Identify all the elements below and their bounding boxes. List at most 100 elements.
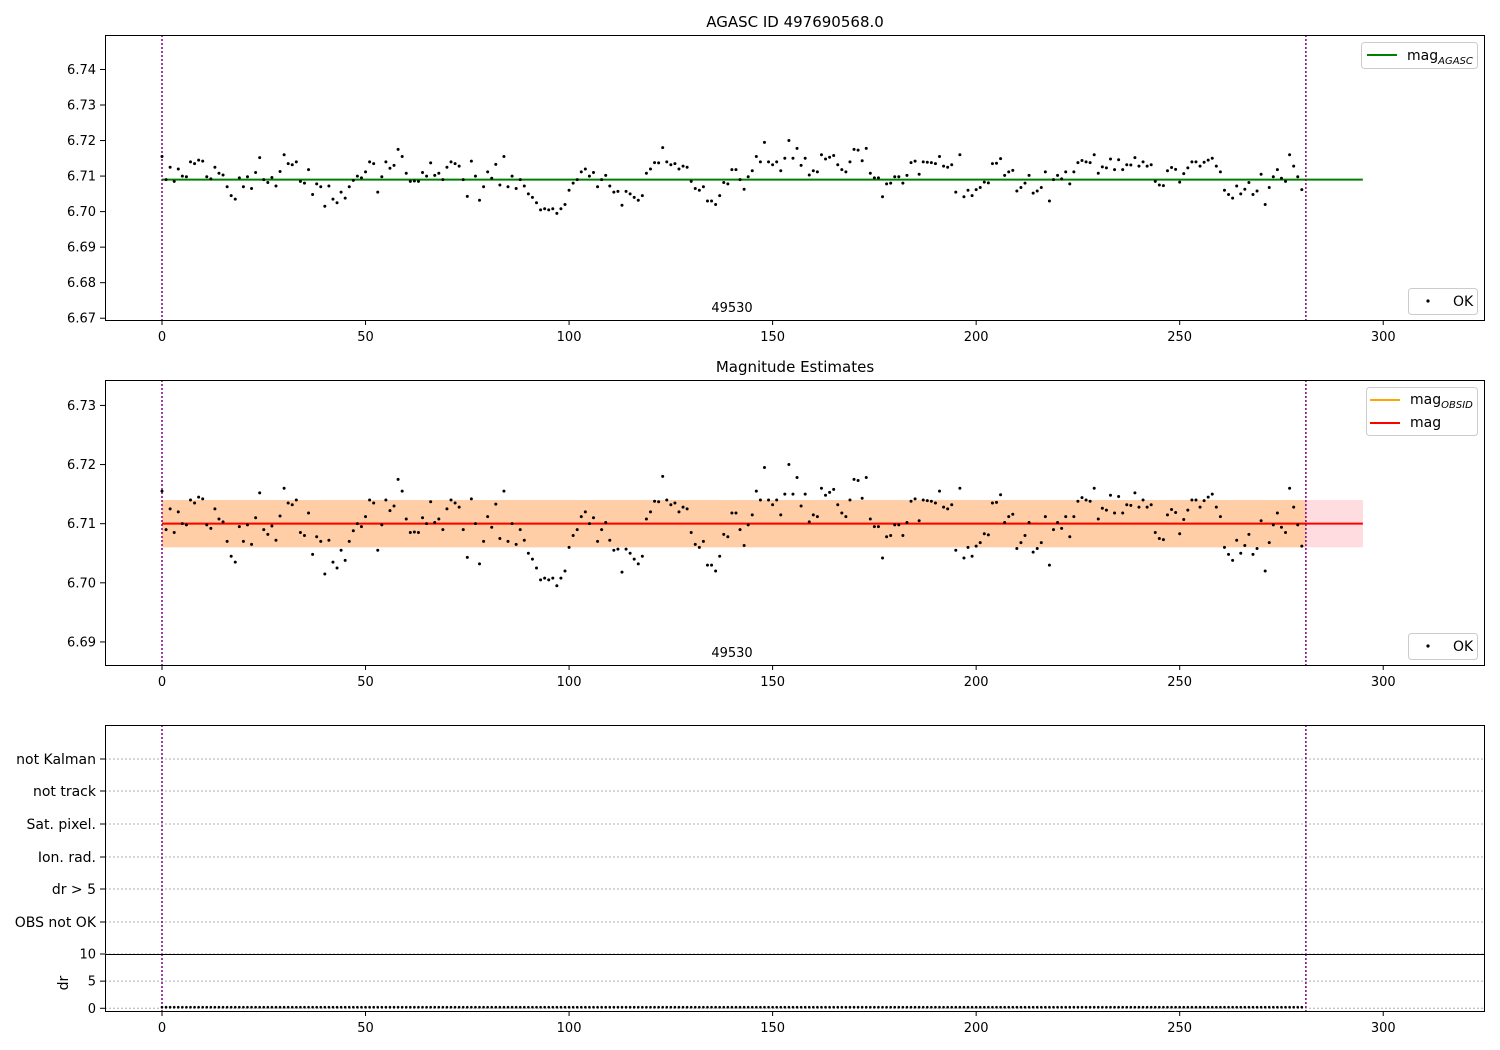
- y-tick-label: 6.72: [67, 458, 96, 473]
- data-point: [164, 178, 168, 182]
- data-point: [490, 176, 494, 180]
- data-point: [807, 520, 811, 524]
- data-point: [604, 173, 608, 177]
- data-point: [986, 181, 990, 185]
- data-point: [551, 576, 555, 580]
- data-point: [205, 175, 209, 179]
- dr-point: [673, 1005, 677, 1009]
- x-tick-label: 200: [964, 675, 989, 690]
- data-point: [449, 498, 453, 502]
- data-point: [913, 159, 917, 163]
- data-point: [221, 520, 225, 524]
- data-point: [1019, 185, 1023, 189]
- data-point: [1235, 538, 1239, 542]
- data-point: [697, 545, 701, 549]
- dr-point: [689, 1005, 693, 1009]
- dr-point: [1267, 1005, 1271, 1009]
- data-point: [978, 185, 982, 189]
- dr-point: [1031, 1005, 1035, 1009]
- data-point: [811, 169, 815, 173]
- data-point: [624, 189, 628, 193]
- dr-point: [897, 1005, 901, 1009]
- data-point: [726, 182, 730, 186]
- data-point: [942, 505, 946, 509]
- data-point: [396, 477, 400, 481]
- dr-point: [1052, 1005, 1055, 1009]
- dr-point: [962, 1005, 966, 1009]
- data-point: [514, 542, 518, 546]
- dr-point: [620, 1005, 624, 1009]
- data-point: [779, 513, 783, 517]
- data-point: [653, 499, 657, 503]
- dr-point: [290, 1005, 294, 1009]
- data-point: [1239, 192, 1243, 196]
- x-tick-label: 250: [1167, 675, 1192, 690]
- dr-point: [409, 1005, 412, 1009]
- data-point: [844, 515, 848, 519]
- data-point: [848, 160, 852, 164]
- dr-point: [400, 1005, 404, 1009]
- data-point: [836, 503, 840, 507]
- data-point: [893, 523, 897, 527]
- data-point: [473, 174, 477, 178]
- data-point: [327, 184, 331, 188]
- data-point: [1174, 510, 1178, 514]
- data-point: [1198, 164, 1202, 168]
- data-point: [661, 146, 665, 150]
- data-point: [999, 157, 1003, 161]
- dr-point: [494, 1005, 498, 1009]
- data-point: [905, 521, 909, 524]
- data-point: [1088, 499, 1092, 503]
- dr-point: [539, 1005, 542, 1009]
- y-tick-label: 6.70: [67, 205, 96, 220]
- data-point: [241, 539, 245, 543]
- x-tick-label: 100: [557, 675, 582, 690]
- data-point: [465, 555, 469, 559]
- dr-point: [917, 1005, 921, 1009]
- data-point: [1056, 521, 1060, 524]
- dr-point: [1023, 1005, 1027, 1009]
- data-point: [290, 503, 294, 507]
- dr-point: [816, 1005, 819, 1009]
- y-tick-label: 6.70: [67, 576, 96, 591]
- dr-point: [1044, 1005, 1047, 1009]
- data-point: [347, 185, 351, 189]
- data-point: [160, 155, 164, 159]
- data-point: [885, 182, 889, 186]
- dr-point: [543, 1005, 546, 1009]
- data-point: [172, 179, 176, 183]
- data-point: [445, 507, 449, 511]
- data-point: [351, 178, 355, 182]
- data-point: [1202, 160, 1206, 164]
- data-point: [168, 507, 172, 511]
- data-point: [1292, 505, 1296, 509]
- x-tick-label: 250: [1167, 1021, 1192, 1036]
- data-point: [974, 188, 978, 192]
- dr-point: [632, 1005, 636, 1009]
- dr-point: [787, 1005, 791, 1009]
- dr-point: [1117, 1005, 1120, 1009]
- data-point: [1141, 498, 1145, 502]
- dr-point: [746, 1005, 750, 1009]
- panel-agasc-obsid-label: 49530: [711, 301, 752, 316]
- data-point: [176, 167, 180, 171]
- data-point: [1198, 505, 1202, 509]
- data-point: [343, 196, 347, 200]
- data-point: [909, 499, 913, 503]
- dr-point: [1064, 1005, 1068, 1009]
- data-point: [669, 163, 673, 167]
- dr-point: [893, 1005, 897, 1009]
- dr-point: [567, 1005, 571, 1009]
- data-point: [1186, 508, 1190, 512]
- data-point: [315, 535, 319, 539]
- dr-point: [518, 1005, 522, 1009]
- data-point: [1076, 161, 1080, 165]
- data-point: [351, 529, 355, 533]
- dr-point: [482, 1005, 485, 1009]
- dr-point: [1088, 1005, 1092, 1009]
- data-point: [644, 171, 648, 175]
- flag-label: OBS not OK: [15, 915, 97, 931]
- data-point: [1194, 160, 1198, 164]
- data-point: [815, 515, 819, 519]
- dr-point: [437, 1005, 441, 1009]
